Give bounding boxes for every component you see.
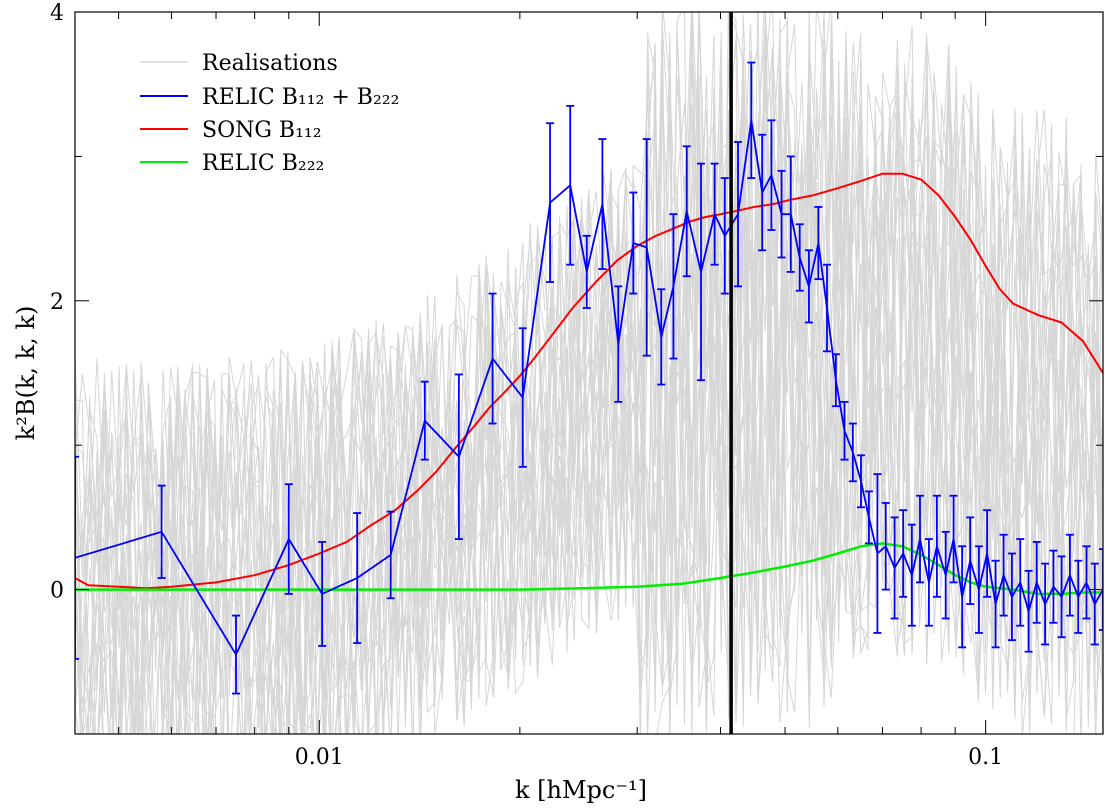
y-tick-label: 2 [50,290,64,315]
y-tick-label: 0 [50,579,64,604]
y-tick-label: 4 [50,1,64,26]
realisation-line [75,12,1103,734]
plot-frame [74,11,1104,735]
x-tick-label: 0.1 [968,745,1003,770]
realisation-line [75,26,1103,734]
axis-ticks [75,11,1103,735]
x-axis-label: k [hMpc⁻¹] [515,776,647,804]
realisation-line [75,12,1103,734]
legend-label-realisations: Realisations [202,51,338,76]
series-group [75,61,1103,695]
tick-labels: 0.01 0.1 0 2 4 [50,1,1003,770]
realisation-line [75,12,1103,734]
legend-label-relic-222: RELIC B₂₂₂ [202,151,324,176]
legend-label-song: SONG B₁₁₂ [202,118,322,143]
legend-label-relic-total: RELIC B₁₁₂ + B₂₂₂ [202,85,399,110]
realisation-line [75,23,1103,734]
relic-b222-line [75,542,1103,596]
legend: Realisations RELIC B₁₁₂ + B₂₂₂ SONG B₁₁₂… [140,51,399,176]
x-tick-label: 0.01 [295,745,344,770]
y-axis-label: k²B(k, k, k) [12,306,40,441]
realisations-group [75,12,1103,734]
realisation-line [75,12,1103,734]
